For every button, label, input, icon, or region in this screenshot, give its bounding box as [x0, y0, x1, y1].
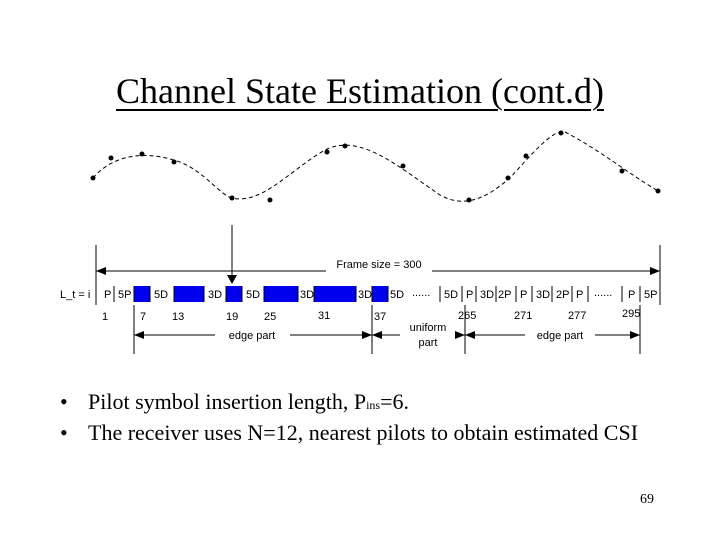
cell-9: 5D	[246, 289, 260, 301]
pos-13: 13	[172, 311, 184, 323]
cell-1: 5P	[118, 289, 131, 301]
cell-5: 3D	[208, 289, 222, 301]
cell-28: P	[628, 289, 635, 301]
pos-1: 1	[102, 311, 108, 323]
uniform-label-2: part	[419, 337, 438, 349]
curve-points	[90, 130, 661, 203]
ellipsis-1: ......	[412, 287, 430, 299]
row-label: L_t = i	[60, 289, 90, 301]
frame-size-label: Frame size = 300	[336, 259, 421, 271]
position-labels: 1 7 13 19 25 31 37 265 271 277 295	[102, 308, 640, 323]
bullet-list: • Pilot symbol insertion length, Pins=6.…	[60, 388, 680, 447]
pos-37: 37	[374, 311, 386, 323]
bullet-item: • The receiver uses N=12, nearest pilots…	[60, 420, 639, 445]
uniform-label-1: uniform	[410, 322, 447, 334]
cell-29: 5P	[644, 289, 657, 301]
edge-part-left: edge part	[229, 330, 275, 342]
cell-25: 2P	[556, 289, 569, 301]
pos-295: 295	[622, 308, 640, 320]
pos-19: 19	[226, 311, 238, 323]
pos-31: 31	[318, 310, 330, 322]
cell-row: P 5P 5D 3D 5D 3D 3D 5D ...... 5D P 3D 2P…	[104, 286, 657, 302]
pos-271: 271	[514, 310, 532, 322]
cell-17: 5D	[390, 289, 404, 301]
pos-25: 25	[264, 311, 276, 323]
cell-0: P	[104, 289, 111, 301]
channel-curve	[92, 131, 661, 202]
edge-part-right: edge part	[537, 330, 583, 342]
cell-23: P	[520, 289, 527, 301]
cell-21: 3D	[480, 289, 494, 301]
cell-24: 3D	[536, 289, 550, 301]
cell-22: 2P	[498, 289, 511, 301]
cell-15: 3D	[358, 289, 372, 301]
cell-20: P	[466, 289, 473, 301]
cell-19: 5D	[444, 289, 458, 301]
pos-265: 265	[458, 310, 476, 322]
page-number: 69	[640, 492, 654, 507]
cell-26: P	[576, 289, 583, 301]
cell-13: 3D	[300, 289, 314, 301]
cell-3: 5D	[154, 289, 168, 301]
bullet-item: • Pilot symbol insertion length, Pins=6.	[60, 389, 410, 414]
slide-title: Channel State Estimation (cont.d)	[116, 71, 604, 111]
pos-277: 277	[568, 310, 586, 322]
pos-7: 7	[140, 311, 146, 323]
ellipsis-2: ......	[594, 287, 612, 299]
